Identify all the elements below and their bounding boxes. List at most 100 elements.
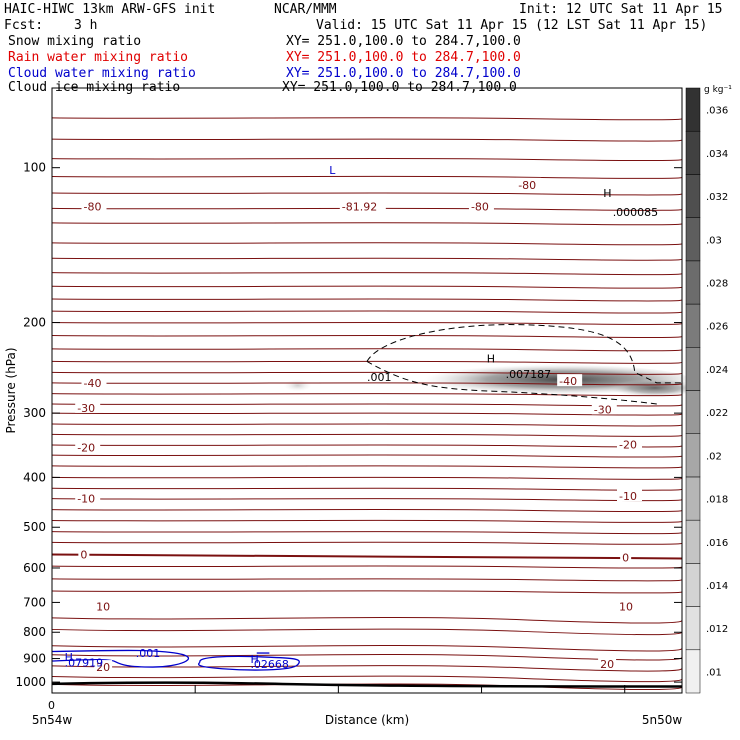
isotherm-line [51,393,683,397]
colorbar-swatch [685,87,701,132]
isotherm-line [51,207,683,211]
temperature-label: 0 [80,549,87,562]
field-name-snow: Snow mixing ratio [8,34,142,49]
temperature-label-bg [617,437,642,450]
isotherm-line [51,454,683,458]
field-xy-snow: XY= 251.0,100.0 to 284.7,100.0 [286,34,521,49]
temperature-label: 10 [96,601,110,614]
cloud-ice-shading-small [283,379,312,392]
temperature-label-bg [617,489,642,502]
extremum-label: .007187 [506,368,551,381]
temperature-label-bg [75,400,101,413]
colorbar-tick-label: .02 [706,451,722,462]
colorbar-swatch [685,519,701,564]
temperature-label: -20 [619,438,637,451]
isotherm-line [51,541,683,545]
isotherm-line [51,272,683,276]
org-label: NCAR/MMM [274,2,337,17]
isotherm-line [51,298,683,302]
isotherm-line [51,321,683,325]
field-xy-cloud-water: XY= 251.0,100.0 to 284.7,100.0 [286,66,521,81]
temperature-label-bg [81,199,107,212]
temperature-label: -80 [84,201,102,214]
temperature-label-bg [75,491,101,504]
temperature-label: -20 [77,442,95,455]
isotherm-line [51,371,683,375]
model-title: HAIC-HIWC 13km ARW-GFS init [4,2,216,17]
colorbar-swatch [685,174,701,218]
colorbar-tick-label: .018 [706,495,728,506]
colorbar-swatch [685,390,701,434]
field-name-cloud-water: Cloud water mixing ratio [8,66,196,81]
isotherm-line [51,423,683,427]
isotherm-line [51,487,683,491]
isotherm-line [51,590,683,594]
isotherm-line [51,444,683,448]
colorbar-tick-label: .016 [706,538,728,549]
isotherm-line [51,644,683,652]
isotherm-line [51,565,683,569]
colorbar-swatch [685,433,701,478]
temperature-label: 10 [619,601,633,614]
colorbar-tick-label: .012 [706,624,728,635]
isotherm-line [51,285,683,289]
y-tick-label: 200 [23,316,46,330]
isotherm-line [51,242,683,246]
isotherm-line [51,310,683,314]
y-axis-title: Pressure (hPa) [4,347,18,433]
isotherm-line [51,617,683,624]
y-tick-label: 700 [23,595,46,609]
temperature-label-bg [617,599,635,612]
temperature-label-bg [94,599,113,612]
colorbar-tick-label: .036 [706,106,728,117]
x-left-location: 5n54w [32,713,73,727]
isotherm-line [51,403,683,407]
isotherm-line [51,683,683,691]
temperature-label-bg [78,547,90,560]
temperature-label-bg [339,199,386,212]
temperature-label: -40 [559,375,577,388]
x-axis-title: Distance (km) [325,713,409,727]
colorbar-unit: g kg⁻¹ [704,85,732,95]
colorbar-swatch [685,649,701,694]
extremum-label: .001 [136,647,161,660]
colorbar-swatch [685,130,701,175]
colorbar-swatch [685,347,701,391]
y-tick-label: 400 [23,470,46,484]
cloud-water-contour-central [197,655,300,671]
isotherm-line [51,465,683,469]
isotherm-line [51,653,683,661]
isotherm-line [51,665,683,672]
isotherm-line [51,531,683,535]
isotherm-line [51,192,683,196]
temperature-label: -80 [518,179,536,192]
temperature-label: 20 [96,661,110,674]
init-time: Init: 12 UTC Sat 11 Apr 15 [519,2,723,17]
y-tick-label: 500 [23,520,46,534]
cloud-ice-contour [366,324,682,405]
extremum-label: H [250,653,258,666]
temperature-label: -81.92 [342,201,377,214]
isotherm-line [51,433,683,437]
temperature-label-bg [75,440,101,453]
temperature-label-bg [94,660,113,673]
temperature-label-bg [598,656,617,669]
plot-frame [51,87,683,694]
y-tick-label: 1000 [15,675,46,689]
isotherm-line [51,222,683,226]
isotherm-line [51,348,683,352]
isotherm-line [51,157,683,162]
extremum-label: H [65,651,73,664]
isotherm-line [51,175,683,179]
field-name-rain: Rain water mixing ratio [8,50,189,65]
forecast-label: Fcst: [4,18,44,33]
colorbar-swatch [685,606,701,651]
colorbar-tick-label: .03 [706,235,722,246]
colorbar-tick-label: .026 [706,322,728,333]
field-xy-rain: XY= 251.0,100.0 to 284.7,100.0 [286,50,521,65]
extremum-label: H [487,353,495,366]
y-tick-label: 800 [23,625,46,639]
isotherm-line [51,360,683,364]
colorbar-tick-label: .024 [706,365,728,376]
